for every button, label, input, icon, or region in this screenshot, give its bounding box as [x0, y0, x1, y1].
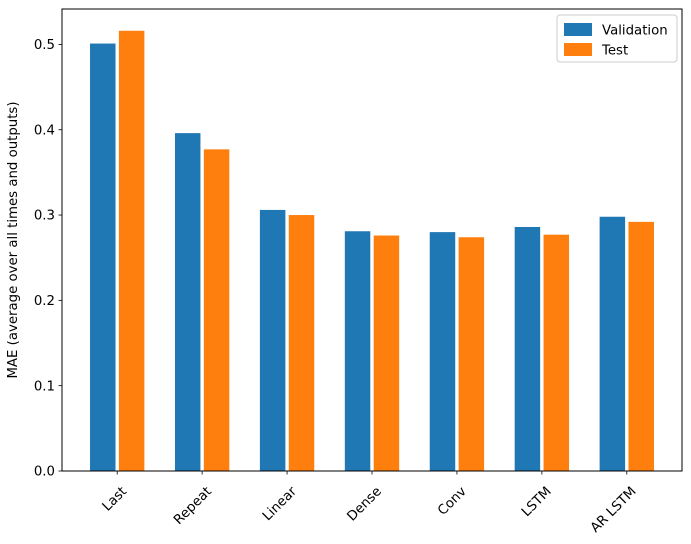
bar-validation-ar-lstm: [599, 216, 626, 471]
y-axis-label: MAE (average over all times and outputs): [6, 101, 21, 378]
bar-test-lstm: [543, 234, 570, 471]
y-tick-label-0.1: 0.1: [34, 379, 55, 394]
bar-test-conv: [458, 237, 485, 471]
bar-validation-linear: [259, 209, 286, 471]
legend-swatch-test: [564, 43, 592, 56]
bar-test-repeat: [203, 149, 230, 471]
y-tick-label-0.2: 0.2: [34, 294, 55, 309]
bar-test-last: [118, 30, 145, 471]
legend-label-validation: Validation: [602, 24, 668, 39]
bar-test-dense: [373, 235, 400, 471]
y-tick-label-0.4: 0.4: [34, 123, 55, 138]
bar-validation-last: [90, 43, 116, 472]
y-tick-label-0.0: 0.0: [34, 465, 55, 480]
y-tick-label-0.3: 0.3: [34, 209, 55, 224]
bar-validation-repeat: [174, 133, 201, 471]
legend-label-test: Test: [601, 44, 628, 59]
legend-swatch-validation: [564, 23, 592, 36]
y-tick-label-0.5: 0.5: [34, 38, 55, 53]
bar-test-ar-lstm: [628, 221, 654, 471]
bar-validation-lstm: [514, 226, 541, 471]
bar-validation-conv: [429, 232, 456, 471]
bar-test-linear: [288, 215, 315, 471]
bar-validation-dense: [344, 231, 371, 471]
